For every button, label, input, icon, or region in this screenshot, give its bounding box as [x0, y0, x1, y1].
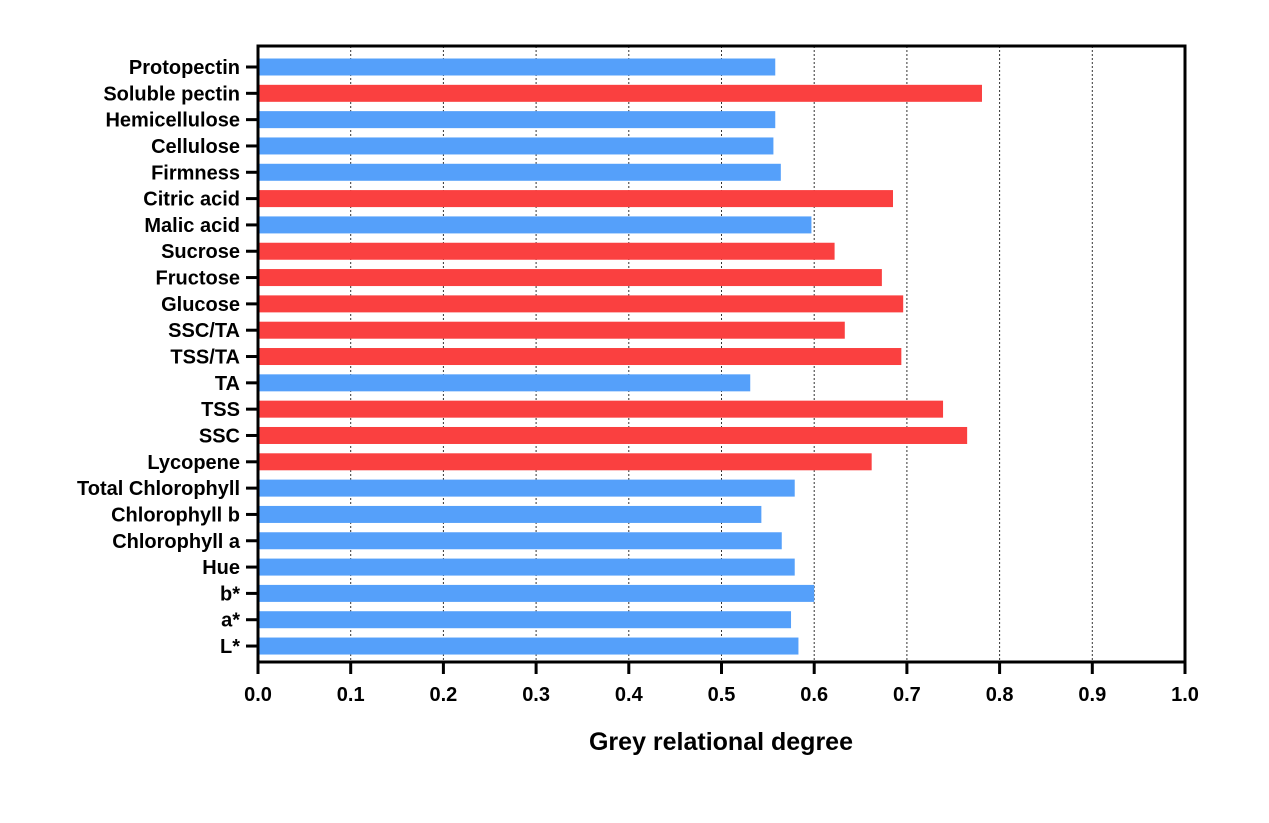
x-tick-label: 1.0 — [1171, 684, 1199, 706]
y-tick-label: a* — [221, 610, 240, 632]
x-axis: 0.0 0.1 0.2 0.3 0.4 0.5 0.6 0.7 0.8 0.9 1.0 — [244, 662, 1199, 706]
y-tick-label: Citric acid — [143, 189, 240, 211]
bar-firmness — [258, 163, 781, 181]
y-tick-label: Hue — [202, 557, 240, 579]
bars — [258, 58, 982, 655]
y-tick-label: TA — [215, 373, 240, 395]
x-tick-label: 0.8 — [986, 684, 1014, 706]
x-tick-label: 0.1 — [337, 684, 365, 706]
y-tick-label: Soluble pectin — [103, 83, 240, 105]
x-tick-label: 0.7 — [893, 684, 921, 706]
y-tick-label: Sucrose — [161, 241, 240, 263]
y-tick-label: Malic acid — [144, 215, 240, 237]
y-tick-label: Hemicellulose — [105, 110, 240, 132]
bar-total-chlorophyll — [258, 479, 795, 497]
y-tick-label: Chlorophyll a — [112, 531, 241, 553]
x-axis-label: Grey relational degree — [589, 728, 853, 756]
y-tick-label: SSC — [199, 425, 240, 447]
y-tick-label: SSC/TA — [168, 320, 240, 342]
x-tick-label: 0.6 — [800, 684, 828, 706]
x-tick-label: 0.9 — [1078, 684, 1106, 706]
bar-chlorophyll-a — [258, 532, 782, 550]
y-tick-label: TSS — [201, 399, 240, 421]
y-tick-label: L* — [220, 636, 240, 658]
y-tick-label: Protopectin — [129, 57, 240, 79]
bar-a- — [258, 611, 792, 629]
bar-hemicellulose — [258, 111, 776, 129]
bar-chlorophyll-b — [258, 505, 762, 523]
bar-b- — [258, 584, 815, 602]
y-tick-label: Cellulose — [151, 136, 240, 158]
bar-ta — [258, 374, 751, 392]
bar-l- — [258, 637, 799, 655]
bar-glucose — [258, 295, 904, 313]
bar-ssc — [258, 426, 968, 444]
bar-tss-ta — [258, 348, 902, 366]
y-axis: Protopectin Soluble pectin Hemicellulose Ce… — [77, 57, 258, 658]
y-tick-label: b* — [220, 583, 240, 605]
bar-ssc-ta — [258, 321, 845, 339]
x-tick-label: 0.0 — [244, 684, 272, 706]
x-tick-label: 0.4 — [615, 684, 644, 706]
y-tick-label: Lycopene — [147, 452, 240, 474]
y-tick-label: Firmness — [151, 162, 240, 184]
y-tick-label: Chlorophyll b — [111, 504, 240, 526]
x-tick-label: 0.3 — [522, 684, 550, 706]
bar-sucrose — [258, 242, 835, 260]
x-tick-label: 0.5 — [708, 684, 736, 706]
y-tick-label: Fructose — [156, 268, 240, 290]
x-tick-label: 0.2 — [429, 684, 457, 706]
bar-lycopene — [258, 453, 872, 471]
y-tick-label: Glucose — [161, 294, 240, 316]
bar-malic-acid — [258, 216, 812, 234]
y-tick-label: Total Chlorophyll — [77, 478, 240, 500]
bar-citric-acid — [258, 190, 893, 208]
bar-fructose — [258, 269, 882, 287]
bar-cellulose — [258, 137, 774, 155]
y-tick-label: TSS/TA — [170, 347, 240, 369]
bar-hue — [258, 558, 795, 576]
bar-soluble-pectin — [258, 84, 982, 102]
bar-protopectin — [258, 58, 776, 76]
bar-tss — [258, 400, 944, 418]
